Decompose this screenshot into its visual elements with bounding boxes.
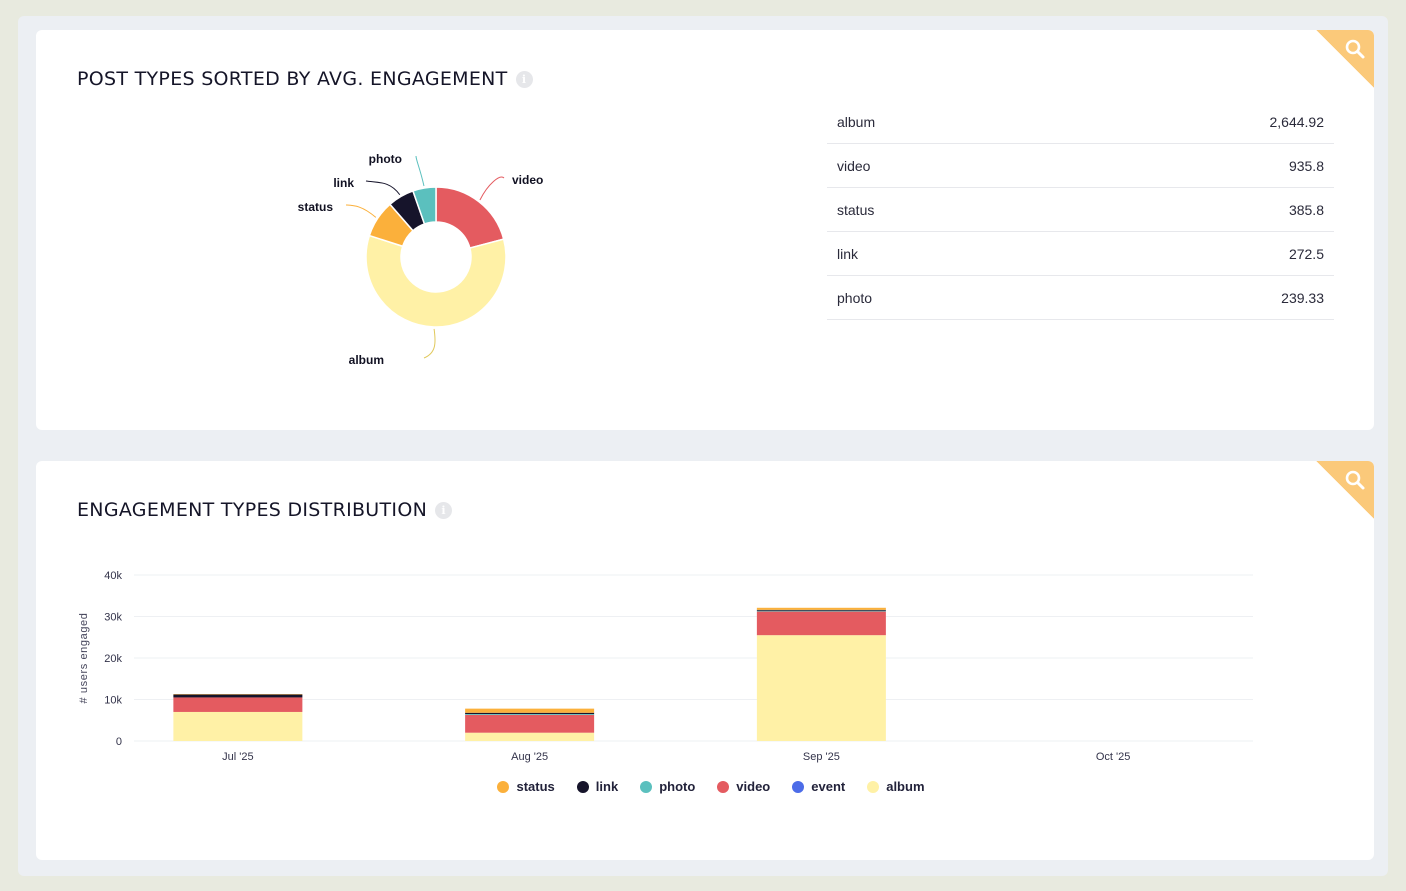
donut-leader-status: [345, 204, 377, 218]
card-title: ENGAGEMENT TYPES DISTRIBUTION i: [77, 499, 453, 521]
legend-label: photo: [659, 779, 696, 794]
bar-segment-link[interactable]: [756, 609, 886, 611]
bar-segment-album[interactable]: [756, 635, 886, 741]
legend-dot: [576, 780, 589, 793]
y-tick-label: 30k: [104, 612, 122, 624]
y-tick-label: 20k: [104, 653, 122, 665]
row-label: album: [837, 113, 876, 130]
x-tick-label: Oct '25: [1096, 751, 1131, 763]
y-axis-label: # users engaged: [78, 613, 90, 704]
row-label: video: [837, 157, 871, 174]
bar-segment-video[interactable]: [465, 714, 595, 733]
legend-item-status[interactable]: status: [497, 779, 555, 794]
search-icon[interactable]: [1344, 469, 1366, 491]
donut-label-photo: photo: [369, 152, 402, 166]
zoom-corner[interactable]: [1316, 30, 1374, 88]
donut-slice-video[interactable]: [435, 186, 505, 249]
table-row: link 272.5: [827, 232, 1334, 276]
bar-segment-status[interactable]: [756, 607, 886, 610]
donut-leader-video: [479, 176, 505, 201]
card-title-text: POST TYPES SORTED BY AVG. ENGAGEMENT: [77, 68, 508, 90]
donut-chart: video album status link photo: [298, 152, 544, 367]
engagement-distribution-card: ENGAGEMENT TYPES DISTRIBUTION i 0 10k 20k 30…: [36, 461, 1374, 860]
card-title: POST TYPES SORTED BY AVG. ENGAGEMENT i: [77, 68, 533, 90]
legend-dot: [867, 780, 880, 793]
legend-dot: [717, 780, 730, 793]
table-row: video 935.8: [827, 144, 1334, 188]
x-tick-label: Jul '25: [222, 751, 253, 763]
bar-segment-link[interactable]: [465, 712, 595, 715]
legend-label: event: [811, 779, 846, 794]
bar-segment-album[interactable]: [465, 732, 595, 741]
stacked-bar-chart: 0 10k 20k 30k 40k # users engaged Jul '25 Aug '…: [78, 570, 1253, 763]
legend-label: album: [886, 779, 925, 794]
info-icon[interactable]: i: [435, 502, 453, 519]
y-tick-label: 10k: [104, 695, 122, 707]
legend-dot: [497, 780, 510, 793]
donut-slice-photo[interactable]: [411, 186, 437, 225]
donut-leader-photo: [415, 155, 425, 187]
bar-segment-video[interactable]: [173, 697, 303, 712]
legend-item-photo[interactable]: photo: [640, 779, 695, 794]
legend-item-album[interactable]: album: [867, 779, 925, 794]
donut-slice-album[interactable]: [365, 234, 507, 328]
legend-label: link: [595, 779, 619, 794]
donut-label-video: video: [512, 173, 543, 187]
legend-item-video[interactable]: video: [717, 779, 770, 794]
bar-segment-video[interactable]: [756, 611, 886, 636]
donut-leader-album: [423, 328, 436, 359]
bar-segment-status[interactable]: [465, 708, 595, 713]
donut-label-album: album: [349, 353, 384, 367]
donut-label-link: link: [333, 176, 354, 190]
chart-legend: status link photo video event album: [36, 779, 1374, 794]
row-value: 935.8: [1288, 157, 1324, 174]
bar-segment-photo[interactable]: [756, 610, 886, 612]
row-value: 239.33: [1281, 289, 1324, 306]
row-value: 2,644.92: [1269, 113, 1325, 130]
legend-label: status: [516, 779, 555, 794]
post-types-card: POST TYPES SORTED BY AVG. ENGAGEMENT i vi…: [36, 30, 1374, 430]
legend-dot: [792, 780, 805, 793]
info-icon[interactable]: i: [515, 71, 533, 88]
legend-item-link[interactable]: link: [576, 779, 619, 794]
search-icon[interactable]: [1344, 38, 1366, 60]
zoom-corner[interactable]: [1316, 461, 1374, 519]
donut-leader-link: [365, 180, 401, 196]
legend-dot: [640, 780, 653, 793]
row-value: 272.5: [1288, 245, 1324, 262]
table-row: photo 239.33: [827, 276, 1334, 320]
table-row: album 2,644.92: [827, 100, 1334, 144]
table-row: status 385.8: [827, 188, 1334, 232]
row-label: status: [837, 201, 875, 218]
bar-segment-photo[interactable]: [465, 714, 595, 715]
legend-label: video: [736, 779, 771, 794]
x-tick-label: Aug '25: [511, 751, 548, 763]
post-types-table: album 2,644.92 video 935.8 status 385.8 …: [827, 100, 1334, 320]
card-title-text: ENGAGEMENT TYPES DISTRIBUTION: [77, 499, 428, 521]
legend-item-event[interactable]: event: [792, 779, 845, 794]
row-value: 385.8: [1288, 201, 1324, 218]
row-label: photo: [837, 289, 873, 306]
x-tick-label: Sep '25: [803, 751, 840, 763]
bar-segment-album[interactable]: [173, 711, 303, 741]
y-tick-label: 0: [116, 736, 122, 748]
donut-label-status: status: [298, 200, 334, 214]
bar-segment-link[interactable]: [173, 694, 303, 698]
row-label: link: [837, 245, 859, 262]
y-tick-label: 40k: [104, 570, 122, 582]
